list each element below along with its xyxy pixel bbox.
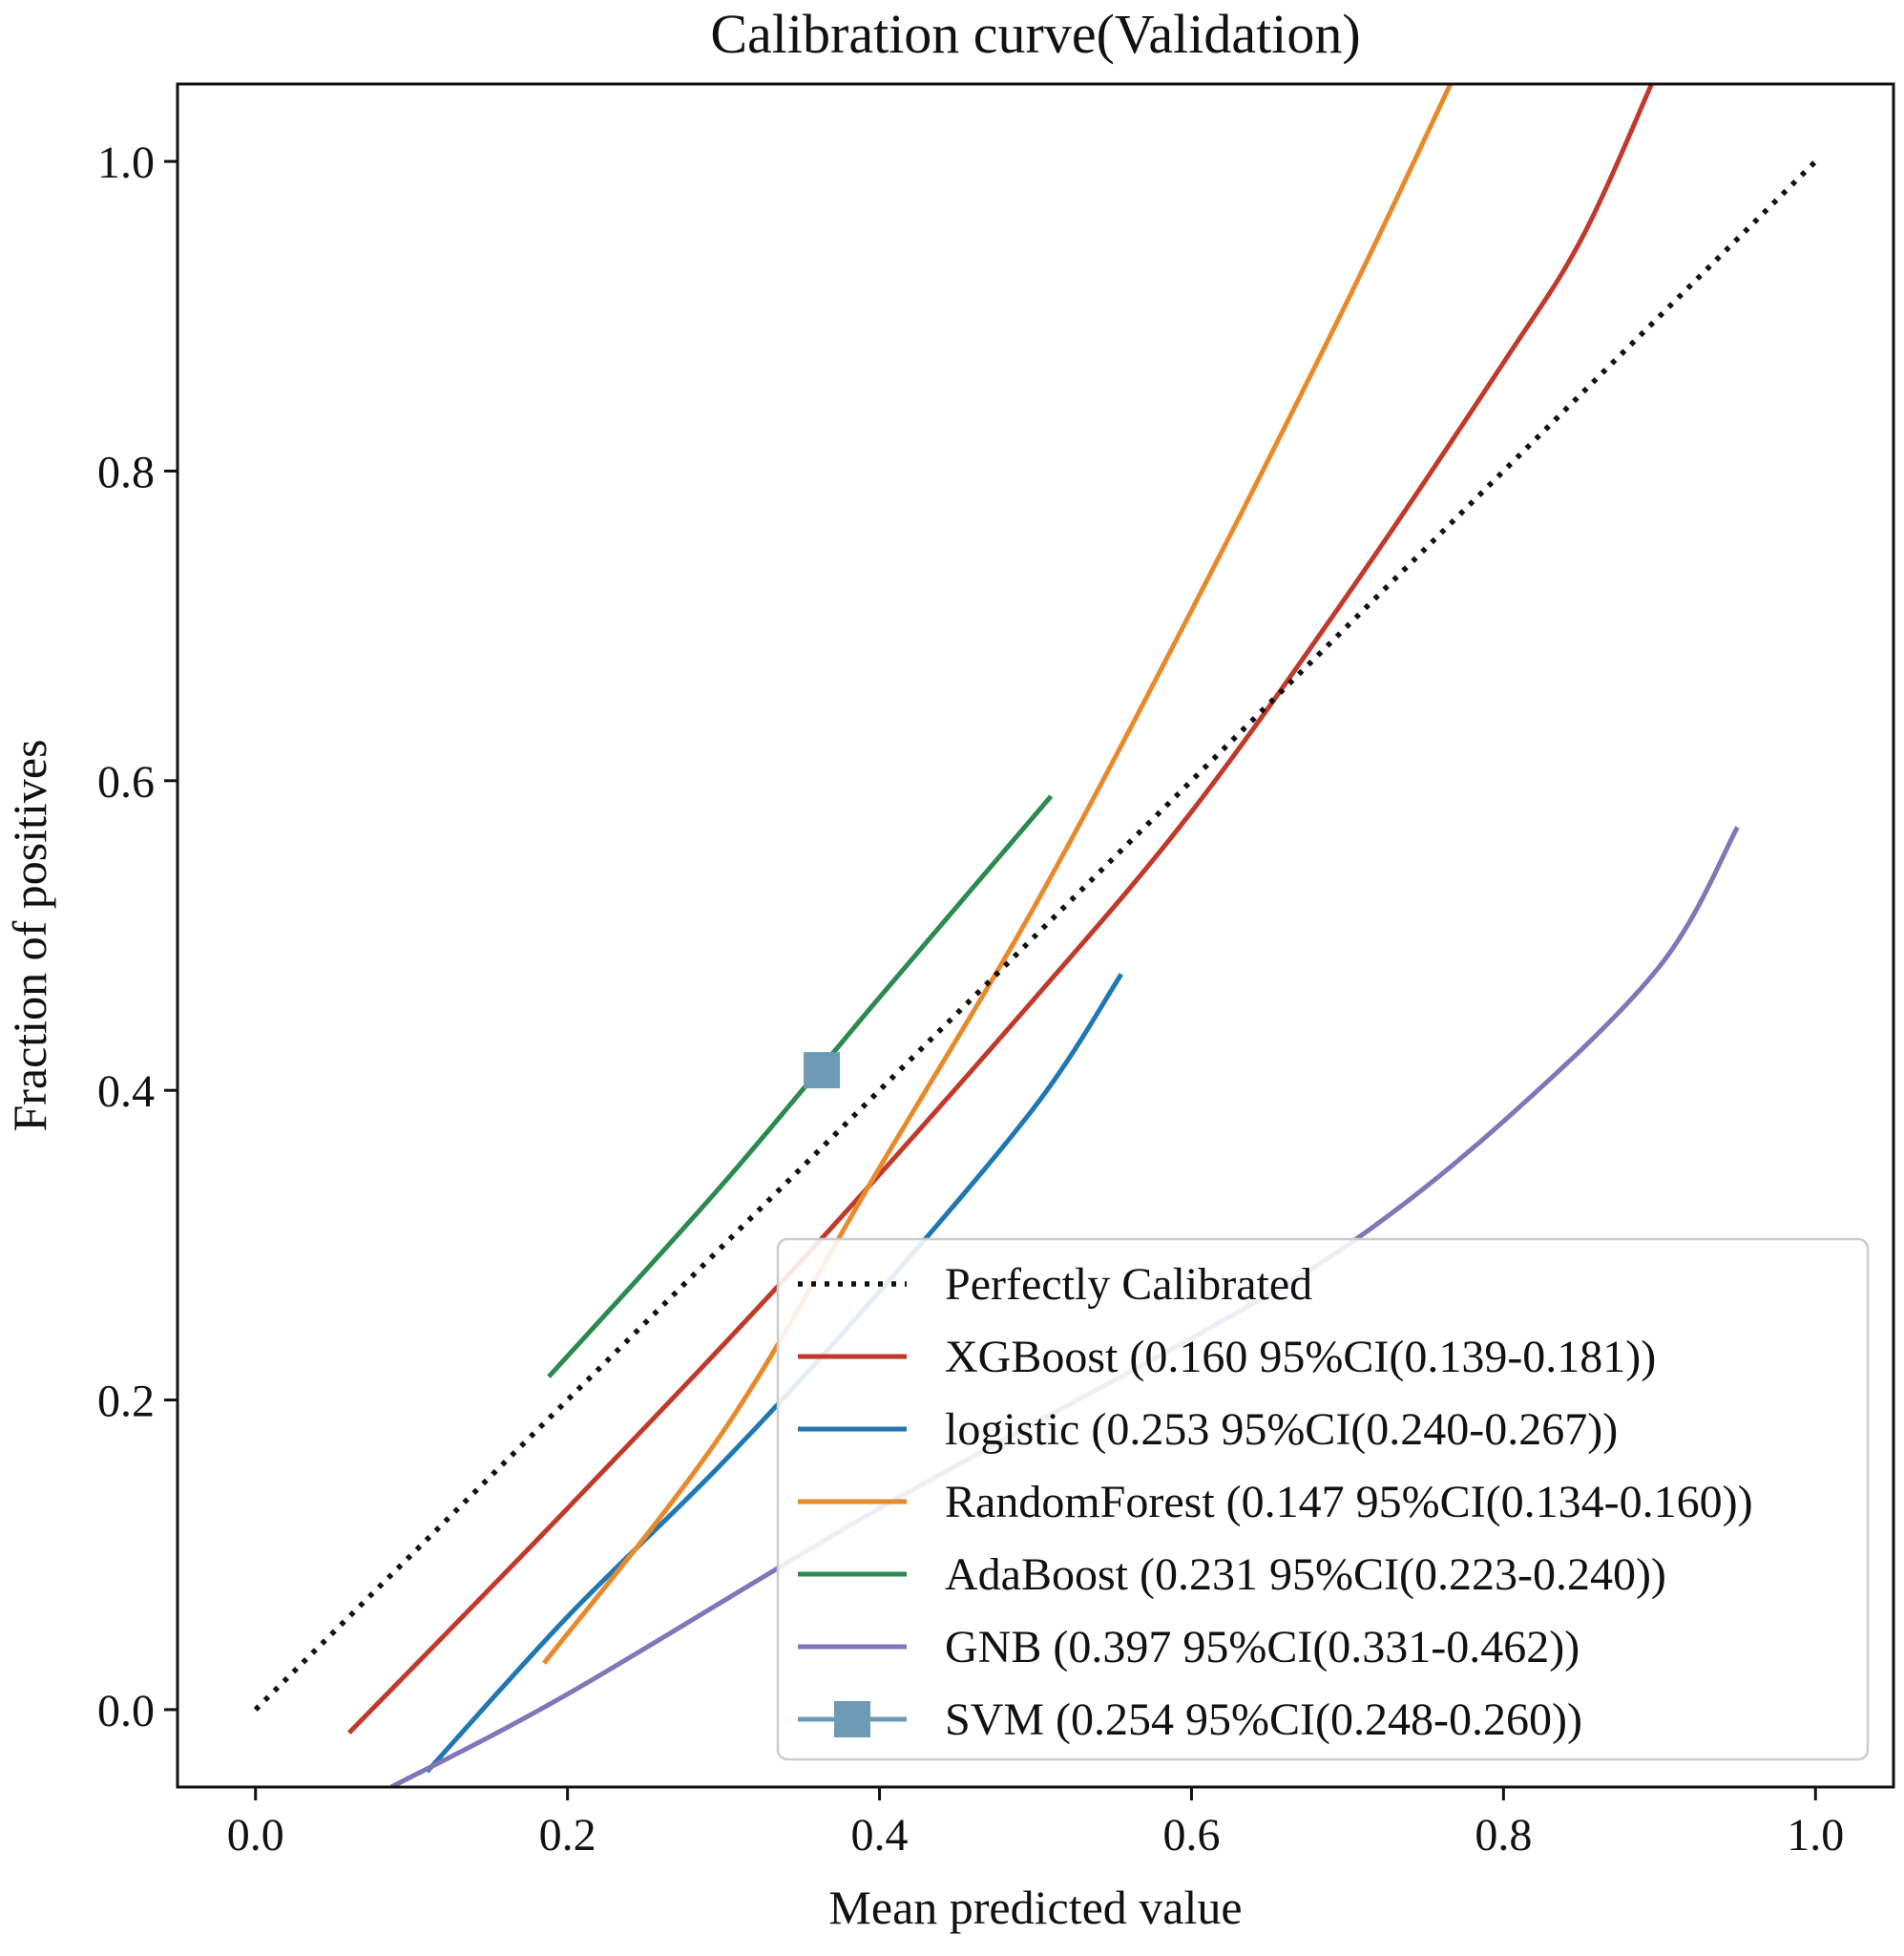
y-tick-label: 0.2 <box>97 1377 155 1427</box>
series-svm-marker <box>804 1052 841 1089</box>
legend-xgboost-label: XGBoost (0.160 95%CI(0.139-0.181)) <box>945 1332 1656 1382</box>
x-tick-label: 0.0 <box>227 1810 284 1861</box>
chart-title: Calibration curve(Validation) <box>710 3 1360 65</box>
y-tick-label: 1.0 <box>97 137 155 188</box>
y-tick-label: 0.8 <box>97 447 155 497</box>
legend-gnb-label: GNB (0.397 95%CI(0.331-0.462)) <box>945 1622 1580 1672</box>
y-tick-label: 0.4 <box>97 1066 155 1117</box>
series-perfectly-calibrated-line <box>253 159 1818 1712</box>
series-xgboost-line <box>347 84 1654 1735</box>
x-tick-label: 0.2 <box>539 1810 596 1861</box>
y-axis-label: Fraction of positives <box>3 739 56 1131</box>
legend-svm-marker <box>834 1701 870 1737</box>
legend-randomforest-label: RandomForest (0.147 95%CI(0.134-0.160)) <box>945 1477 1753 1527</box>
x-axis: 0.0 0.2 0.4 0.6 0.8 1.0 <box>227 1787 1844 1861</box>
plot-frame <box>176 82 1895 1789</box>
y-axis: 0.0 0.2 0.4 0.6 0.8 1.0 <box>97 137 178 1736</box>
x-tick-label: 0.8 <box>1475 1810 1532 1861</box>
legend-adaboost-label: AdaBoost (0.231 95%CI(0.223-0.240)) <box>945 1549 1666 1600</box>
legend-logistic-label: logistic (0.253 95%CI(0.240-0.267)) <box>945 1404 1618 1455</box>
series-randomforest-line <box>542 84 1454 1665</box>
legend-box <box>776 1237 1870 1761</box>
legend-svm-label: SVM (0.254 95%CI(0.248-0.260)) <box>945 1694 1582 1745</box>
series-adaboost-line <box>547 794 1054 1378</box>
legend-perfectly-calibrated-label: Perfectly Calibrated <box>945 1259 1312 1310</box>
x-tick-label: 0.4 <box>851 1810 909 1861</box>
x-tick-label: 1.0 <box>1787 1810 1844 1861</box>
y-tick-label: 0.0 <box>97 1686 155 1736</box>
y-tick-label: 0.6 <box>97 757 155 808</box>
x-axis-label: Mean predicted value <box>828 1881 1242 1934</box>
legend: Perfectly Calibrated XGBoost (0.160 95%CI… <box>776 1237 1870 1761</box>
x-tick-label: 0.6 <box>1162 1810 1220 1861</box>
